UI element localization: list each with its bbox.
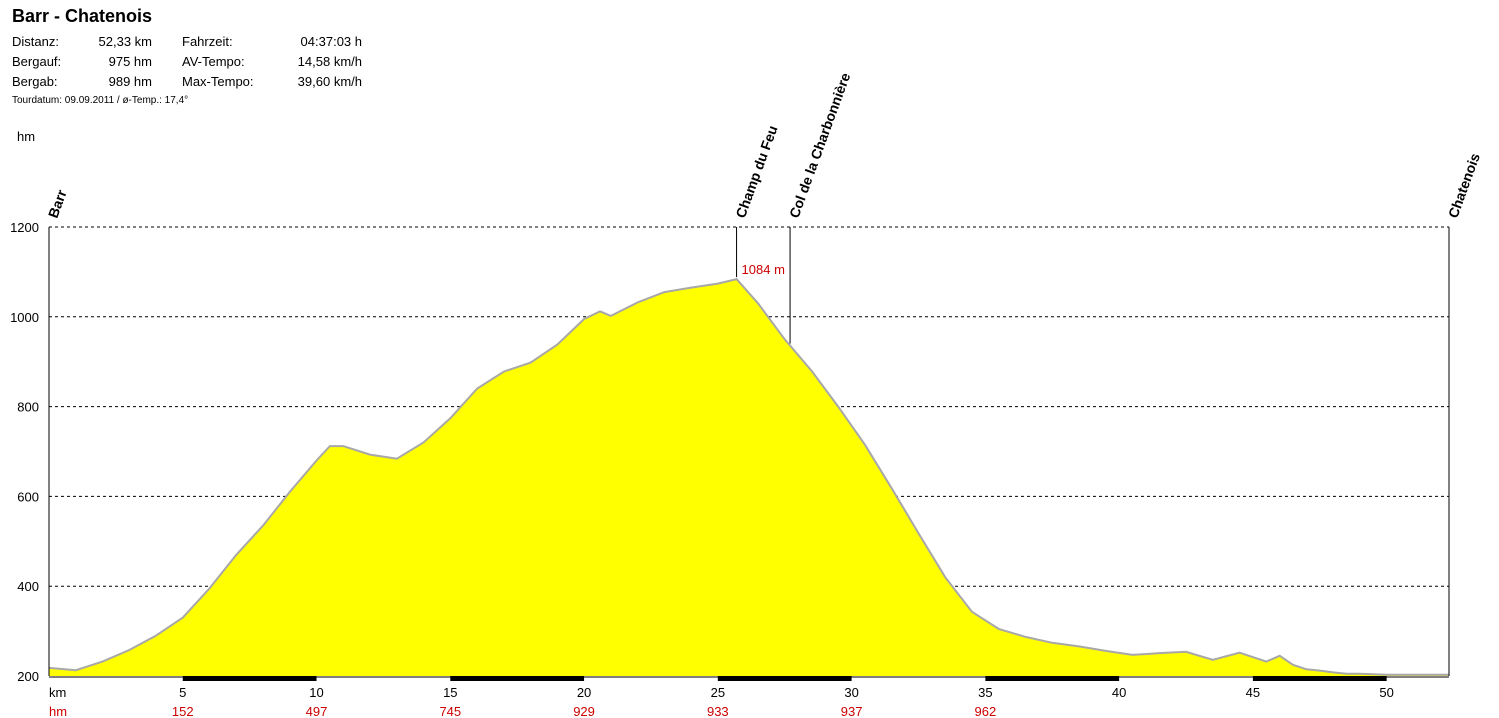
y-axis-label: hm [17, 129, 35, 144]
marker-label: Barr [45, 187, 70, 220]
axes [48, 227, 1450, 681]
x-tick-label: 5 [179, 685, 186, 700]
x-tick-label: 25 [711, 685, 725, 700]
y-tick-label: 1200 [10, 220, 39, 235]
marker-label: Chatenois [1445, 151, 1483, 220]
row2-value: 929 [573, 704, 595, 718]
x-tick-label: 35 [978, 685, 992, 700]
marker-label: Col de la Charbonnière [786, 70, 854, 220]
grid [49, 226, 1449, 587]
x-tick-label: 50 [1379, 685, 1393, 700]
y-tick-label: 1000 [10, 310, 39, 325]
y-tick-label: 200 [17, 669, 39, 684]
stat-maxtempo-value: 39,60 km/h [297, 74, 362, 89]
x-tick-label: 10 [309, 685, 323, 700]
km-scale-bar [985, 676, 1120, 681]
row2-value: 962 [975, 704, 997, 718]
x-tick-label: 20 [577, 685, 591, 700]
y-tick-label: 800 [17, 400, 39, 415]
row2-label: hm [49, 704, 67, 718]
stat-avtempo-label: AV-Tempo: [182, 54, 245, 69]
marker-label: Champ du Feu [732, 123, 780, 220]
stat-bergauf-value: 975 hm [108, 54, 152, 69]
elevation-outline [48, 277, 1449, 676]
row2-value: 937 [841, 704, 863, 718]
stat-avtempo-value: 14,58 km/h [297, 54, 362, 69]
y-tick-label: 400 [17, 579, 39, 594]
x-tick-label: 30 [844, 685, 858, 700]
chart-title: Barr - Chatenois [12, 6, 153, 26]
markers: Barr Champ du Feu Col de la Charbonnière Ch… [45, 70, 1483, 344]
stat-fahrzeit-value: 04:37:03 h [300, 34, 362, 49]
km-scale-bar [182, 676, 317, 681]
x-axis-label: km [49, 685, 66, 700]
row2-value: 497 [306, 704, 328, 718]
row2-value: 745 [439, 704, 461, 718]
x-tick-label: 15 [443, 685, 457, 700]
x-tick-label: 40 [1112, 685, 1126, 700]
labels: 200 400 600 800 1000 1200 5 10 15 20 25 30 35 40 45 50 k… [10, 129, 1394, 718]
km-scale-bar [450, 676, 585, 681]
row2-value: 152 [172, 704, 194, 718]
row2-value: 933 [707, 704, 729, 718]
x-tick-label: 45 [1246, 685, 1260, 700]
stat-bergauf-label: Bergauf: [12, 54, 62, 69]
stat-bergab-label: Bergab: [12, 74, 58, 89]
tour-date-line: Tourdatum: 09.09.2011 / ø-Temp.: 17,4° [12, 95, 189, 106]
elevation-area [49, 279, 1449, 676]
km-scale-bar [717, 676, 852, 681]
peak-label: 1084 m [742, 262, 785, 277]
stat-distanz-label: Distanz: [12, 34, 59, 49]
stat-distanz-value: 52,33 km [98, 34, 152, 49]
y-tick-label: 600 [17, 489, 39, 504]
stat-bergab-value: 989 hm [108, 74, 152, 89]
stat-maxtempo-label: Max-Tempo: [182, 74, 254, 89]
stat-fahrzeit-label: Fahrzeit: [182, 34, 233, 49]
km-scale-bar [1252, 676, 1387, 681]
